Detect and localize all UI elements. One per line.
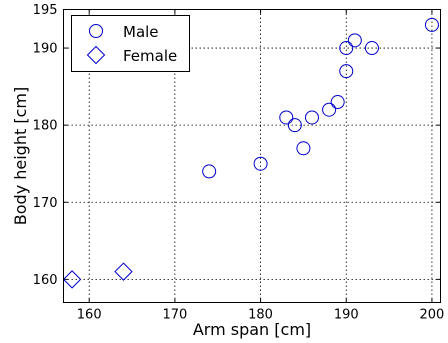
y-tick-label: 180	[33, 119, 58, 134]
legend: Male Female	[71, 15, 190, 72]
legend-box	[71, 15, 190, 72]
legend-label-female: Female	[123, 47, 177, 65]
x-tick-label: 180	[248, 308, 273, 323]
male-point	[424, 17, 439, 32]
y-axis-label: Body height [cm]	[11, 87, 30, 225]
male-point	[347, 33, 362, 48]
male-point	[304, 110, 319, 125]
male-point	[364, 41, 379, 56]
y-tick-label: 190	[33, 42, 58, 57]
male-point	[330, 95, 345, 110]
female-point	[62, 270, 82, 289]
plot-frame	[63, 9, 441, 303]
male-point	[202, 164, 217, 179]
x-tick-label: 200	[420, 308, 445, 323]
x-axis-label: Arm span [cm]	[193, 320, 311, 339]
male-point	[322, 102, 337, 117]
axis-ticks: 160 170 180 190 200 160 170 180 190 195	[33, 3, 445, 323]
legend-marker-male	[89, 24, 103, 38]
x-tick-label: 170	[162, 308, 187, 323]
data-points	[62, 17, 439, 289]
female-point	[114, 262, 133, 281]
male-point	[339, 64, 354, 79]
y-tick-label: 170	[33, 196, 58, 211]
legend-marker-female	[86, 45, 106, 65]
x-tick-label: 160	[77, 308, 102, 323]
male-point	[253, 156, 268, 171]
male-point	[287, 118, 302, 133]
male-point	[279, 110, 294, 125]
y-tick-label: 195	[33, 3, 58, 18]
y-tick-label: 160	[33, 273, 58, 288]
legend-label-male: Male	[123, 23, 159, 41]
male-point	[339, 41, 354, 56]
x-tick-label: 190	[334, 308, 359, 323]
male-point	[296, 141, 311, 156]
